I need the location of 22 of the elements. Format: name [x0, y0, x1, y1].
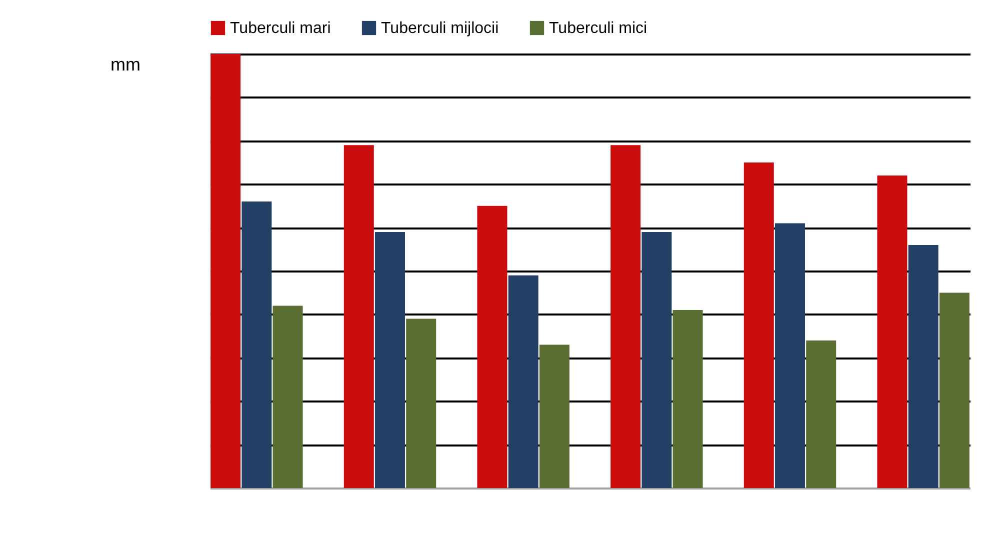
bar: [642, 232, 672, 488]
bar: [908, 244, 938, 488]
bar: [242, 202, 272, 488]
bar: [539, 344, 570, 488]
bar: [406, 318, 436, 488]
legend-label: Tuberculi mici: [549, 20, 648, 37]
bar: [344, 145, 374, 488]
bar: [939, 292, 970, 488]
y-axis-title: mm: [110, 54, 140, 74]
bar: [672, 310, 703, 488]
bar: [210, 54, 241, 488]
bar: [477, 206, 508, 488]
bar: [877, 176, 908, 488]
bar: [775, 223, 805, 488]
legend-label: Tuberculi mijlocii: [381, 20, 499, 37]
bar: [508, 275, 538, 488]
bar: [610, 145, 641, 488]
bar: [806, 340, 836, 488]
bar: [375, 232, 405, 488]
legend-label: Tuberculi mari: [230, 20, 331, 37]
bar: [272, 306, 303, 488]
bar: [744, 162, 774, 488]
